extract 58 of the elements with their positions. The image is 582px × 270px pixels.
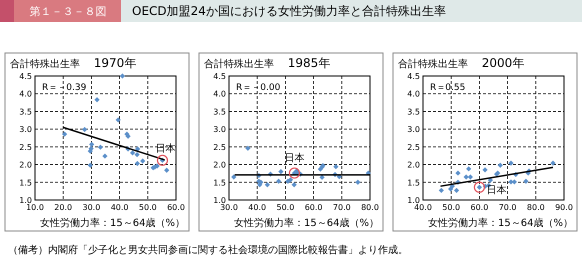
x-axis-title: 女性労働力率：15～64歳（%）	[428, 217, 573, 229]
x-tick-label: 80.0	[361, 203, 379, 212]
chart-title: 1970年	[94, 56, 136, 70]
chart-title: 1985年	[288, 56, 330, 70]
y-tick-label: 3.5	[19, 107, 32, 116]
y-tick-label: 2.5	[19, 142, 32, 152]
y-tick-label: 2.0	[407, 160, 420, 170]
y-tick-label: 3.5	[213, 107, 226, 116]
annotation: 日本	[155, 142, 176, 154]
text: （備考）内閣府「少子化と男女共同参画に関する社会環境の国際比較報告書」より作成。	[8, 244, 408, 256]
x-tick-label: 70.0	[498, 203, 517, 212]
x-tick-label: 40.0	[248, 203, 266, 212]
annotation: 日本	[284, 152, 304, 164]
annotation: 日本	[486, 184, 506, 196]
x-tick-label: 30.0	[82, 203, 100, 212]
x-tick-label: 60.0	[304, 203, 323, 212]
y-tick-label: 4.0	[407, 90, 420, 99]
x-tick-label: 70.0	[332, 203, 351, 212]
y-tick-label: 2.5	[213, 142, 226, 152]
y-tick-label: 3.5	[407, 107, 420, 116]
y-tick-label: 3.0	[407, 125, 420, 134]
x-tick-label: 80.0	[526, 203, 545, 212]
y-axis-title: 合計特殊出生率	[398, 58, 468, 70]
x-tick-label: 40.0	[110, 203, 129, 212]
y-tick-label: 4.0	[19, 90, 32, 99]
y-tick-label: 1.0	[407, 196, 420, 205]
y-axis-title: 合計特殊出生率	[204, 58, 274, 70]
x-tick-label: 60.0	[167, 203, 185, 212]
x-tick-label: 20.0	[54, 203, 72, 212]
annotation: R＝0.55	[430, 83, 466, 93]
y-tick-label: 1.0	[19, 196, 32, 205]
x-tick-label: 50.0	[276, 203, 294, 212]
x-tick-label: 40.0	[414, 203, 432, 212]
text: 第１－３－８図	[30, 5, 106, 18]
y-tick-label: 2.0	[19, 160, 32, 170]
y-axis-title: 合計特殊出生率	[10, 58, 80, 70]
y-tick-label: 4.5	[19, 72, 32, 81]
chart-title: 2000年	[482, 56, 524, 70]
y-tick-label: 3.0	[213, 125, 226, 134]
text: OECD加盟24か国における女性労働力率と合計特殊出生率	[132, 4, 446, 18]
y-tick-label: 2.0	[213, 160, 226, 170]
x-tick-label: 10.0	[26, 203, 44, 212]
x-tick-label: 50.0	[442, 203, 460, 212]
x-axis-title: 女性労働力率：15～64歳（%）	[40, 217, 185, 229]
y-tick-label: 2.5	[407, 142, 420, 152]
y-tick-label: 4.5	[213, 72, 226, 81]
x-axis-title: 女性労働力率：15～64歳（%）	[234, 217, 379, 229]
x-tick-label: 30.0	[220, 203, 238, 212]
y-tick-label: 4.0	[213, 90, 226, 99]
x-tick-label: 90.0	[555, 203, 573, 212]
x-tick-label: 50.0	[138, 203, 157, 212]
x-tick-label: 60.0	[470, 203, 488, 212]
y-tick-label: 1.5	[407, 178, 420, 188]
y-tick-label: 1.5	[213, 178, 226, 188]
y-tick-label: 4.5	[407, 72, 420, 81]
y-tick-label: 1.0	[213, 196, 226, 205]
y-tick-label: 3.0	[19, 125, 32, 134]
y-tick-label: 1.5	[19, 178, 32, 188]
